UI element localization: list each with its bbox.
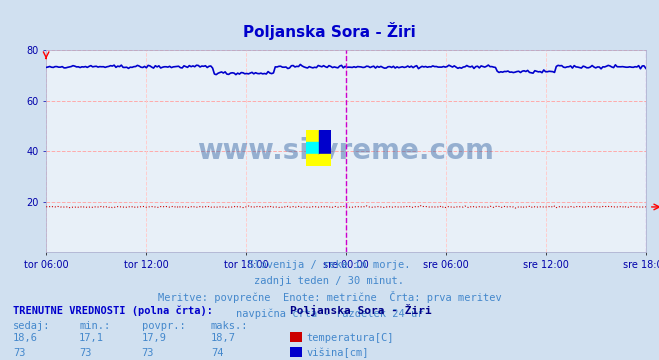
Text: Meritve: povprečne  Enote: metrične  Črta: prva meritev: Meritve: povprečne Enote: metrične Črta:… [158, 291, 501, 303]
Text: 17,9: 17,9 [142, 333, 167, 343]
Bar [306, 130, 319, 141]
Text: 74: 74 [211, 348, 223, 358]
Text: temperatura[C]: temperatura[C] [306, 333, 394, 343]
Text: 18,6: 18,6 [13, 333, 38, 343]
Text: maks.:: maks.: [211, 321, 248, 332]
Text: zadnji teden / 30 minut.: zadnji teden / 30 minut. [254, 276, 405, 287]
Text: 73: 73 [79, 348, 92, 358]
Text: 17,1: 17,1 [79, 333, 104, 343]
Text: 73: 73 [142, 348, 154, 358]
Text: min.:: min.: [79, 321, 110, 332]
Text: 18,7: 18,7 [211, 333, 236, 343]
Text: povpr.:: povpr.: [142, 321, 185, 332]
Text: www.si-vreme.com: www.si-vreme.com [198, 137, 494, 165]
Text: Poljanska Sora - Žiri: Poljanska Sora - Žiri [243, 22, 416, 40]
Text: TRENUTNE VREDNOSTI (polna črta):: TRENUTNE VREDNOSTI (polna črta): [13, 306, 213, 316]
Text: višina[cm]: višina[cm] [306, 348, 369, 358]
Bar [306, 141, 319, 154]
Text: Slovenija / reke in morje.: Slovenija / reke in morje. [248, 260, 411, 270]
Text: Poljanska Sora - Žiri: Poljanska Sora - Žiri [290, 304, 432, 316]
Text: 73: 73 [13, 348, 26, 358]
Bar [319, 141, 331, 154]
Bar [319, 154, 331, 166]
Text: sedaj:: sedaj: [13, 321, 51, 332]
Bar [306, 154, 319, 166]
Bar [319, 130, 331, 141]
Text: navpična črta - razdelek 24 ur: navpična črta - razdelek 24 ur [236, 308, 423, 319]
